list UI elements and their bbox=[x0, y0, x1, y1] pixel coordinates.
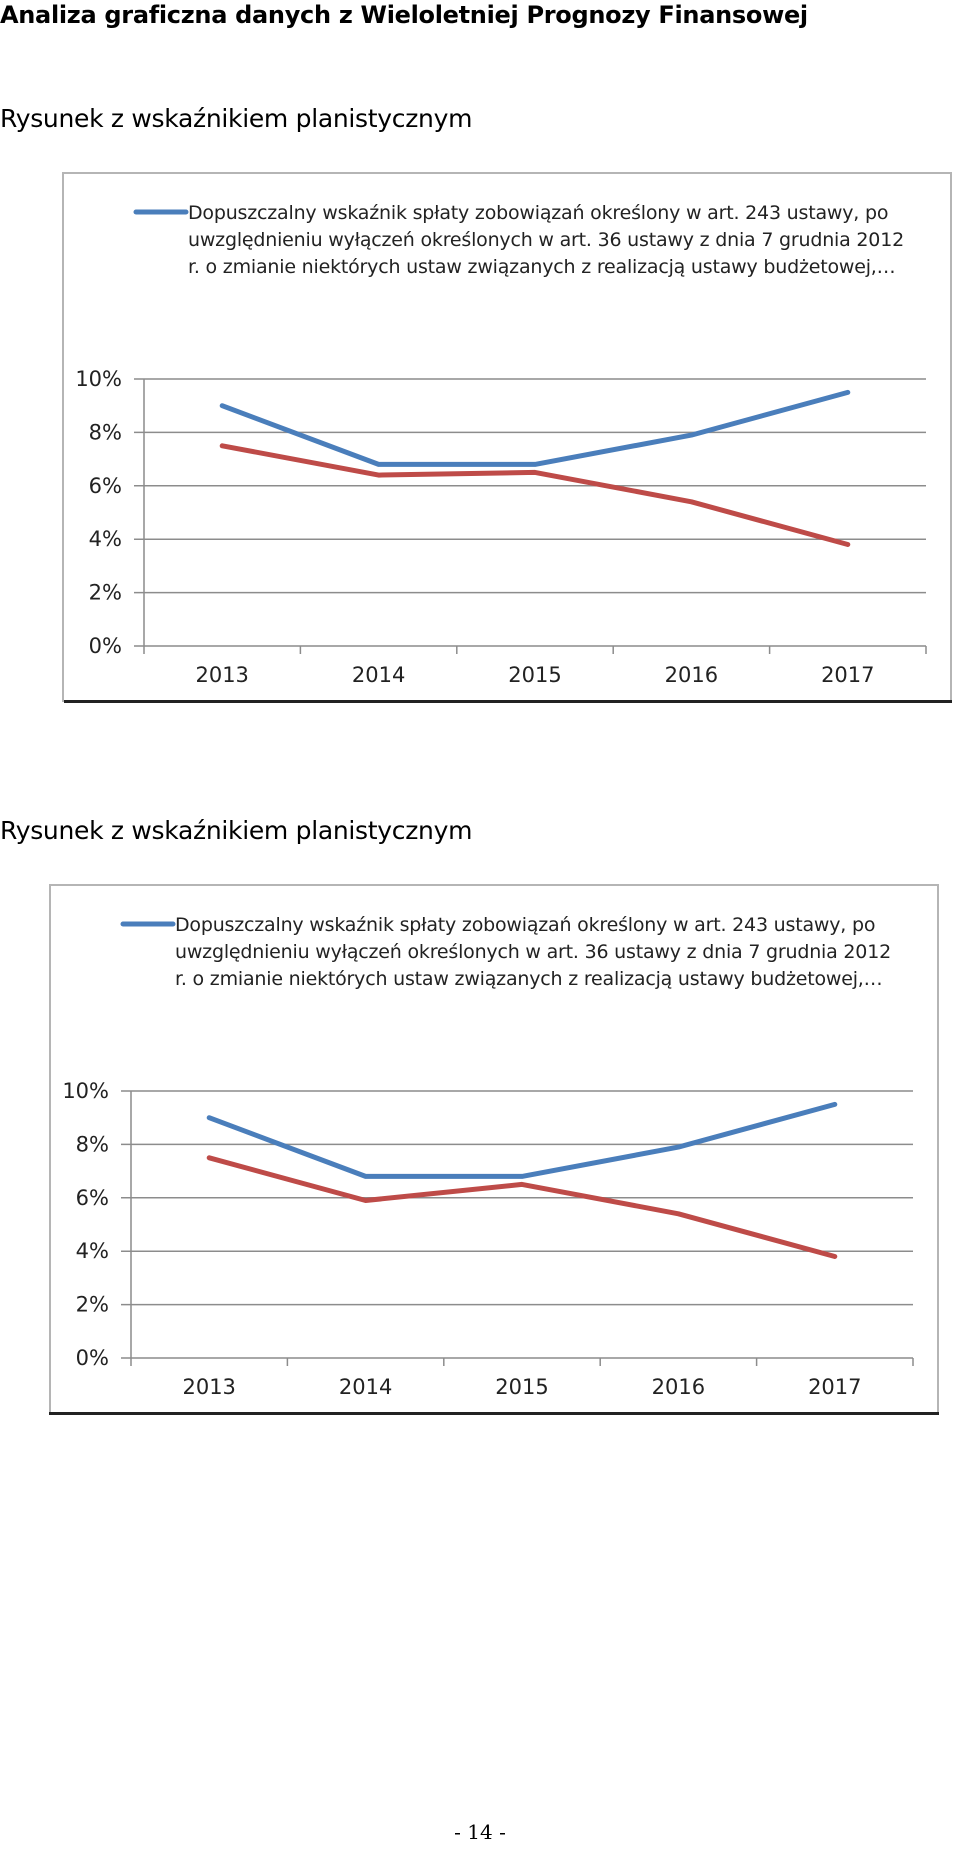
chart-1-x-tick-label: 2017 bbox=[821, 663, 874, 687]
chart-1-y-tick-label: 6% bbox=[89, 474, 122, 498]
chart-1-baseline-rule bbox=[64, 700, 952, 703]
chart-1-legend-line-2: uwzględnieniu wyłączeń określonych w art… bbox=[188, 229, 904, 251]
chart-2-x-tick-label: 2017 bbox=[808, 1375, 861, 1399]
chart-2-x-tick-label: 2014 bbox=[339, 1375, 392, 1399]
page-number: - 14 - bbox=[454, 1820, 506, 1844]
chart-1-series-1-line bbox=[219, 389, 851, 467]
chart-1-legend-line-1: Dopuszczalny wskaźnik spłaty zobowiązań … bbox=[188, 202, 888, 224]
chart-1-series-2-line bbox=[219, 443, 851, 547]
chart-2-baseline-rule bbox=[49, 1412, 939, 1415]
chart-2-plot: Dopuszczalny wskaźnik spłaty zobowiązań … bbox=[62, 914, 914, 1399]
chart-1-plot-area: 0% 2% 4% 6% 8% 10% 2013 2014 2015 2016 2017 bbox=[75, 367, 927, 687]
chart-1-y-tick-label: 10% bbox=[75, 367, 122, 391]
chart-1-y-tick-label: 8% bbox=[89, 420, 122, 444]
chart-1-x-tick-label: 2013 bbox=[195, 663, 248, 687]
chart-1-legend-line-3: r. o zmianie niektórych ustaw związanych… bbox=[188, 256, 895, 278]
chart-1-y-tick-label: 0% bbox=[89, 634, 122, 658]
chart-1-x-tick-label: 2015 bbox=[508, 663, 561, 687]
chart-2-y-tick-label: 10% bbox=[62, 1079, 109, 1103]
chart-2-frame: Dopuszczalny wskaźnik spłaty zobowiązań … bbox=[49, 884, 939, 1414]
chart-1-x-tick-label: 2014 bbox=[352, 663, 405, 687]
chart-2-y-tick-label: 6% bbox=[76, 1186, 109, 1210]
chart-2-legend-line-1: Dopuszczalny wskaźnik spłaty zobowiązań … bbox=[175, 914, 875, 936]
chart-1-y-tick-label: 2% bbox=[89, 581, 122, 605]
chart-2-y-tick-label: 2% bbox=[76, 1293, 109, 1317]
chart-2-plot-area: 0% 2% 4% 6% 8% 10% 2013 2014 2015 2016 2017 bbox=[62, 1079, 914, 1399]
chart-1-frame: Dopuszczalny wskaźnik spłaty zobowiązań … bbox=[62, 172, 952, 702]
chart-2-series-1-line bbox=[206, 1101, 838, 1179]
chart-1-caption: Rysunek z wskaźnikiem planistycznym bbox=[0, 104, 473, 133]
chart-1-plot: Dopuszczalny wskaźnik spłaty zobowiązań … bbox=[75, 202, 927, 687]
document-title: Analiza graficzna danych z Wieloletniej … bbox=[0, 1, 808, 29]
chart-1-y-tick-label: 4% bbox=[89, 527, 122, 551]
chart-2-legend-line-3: r. o zmianie niektórych ustaw związanych… bbox=[175, 968, 882, 990]
chart-1-x-tick-label: 2016 bbox=[665, 663, 718, 687]
chart-2-x-tick-label: 2015 bbox=[495, 1375, 548, 1399]
chart-2-y-tick-label: 4% bbox=[76, 1239, 109, 1263]
chart-2-legend-line-2: uwzględnieniu wyłączeń określonych w art… bbox=[175, 941, 891, 963]
chart-2-series-2-line bbox=[206, 1155, 838, 1259]
chart-2-x-tick-label: 2013 bbox=[182, 1375, 235, 1399]
chart-2-y-tick-label: 0% bbox=[76, 1346, 109, 1370]
chart-2-y-tick-label: 8% bbox=[76, 1132, 109, 1156]
chart-2-caption: Rysunek z wskaźnikiem planistycznym bbox=[0, 816, 473, 845]
chart-2-x-tick-label: 2016 bbox=[652, 1375, 705, 1399]
